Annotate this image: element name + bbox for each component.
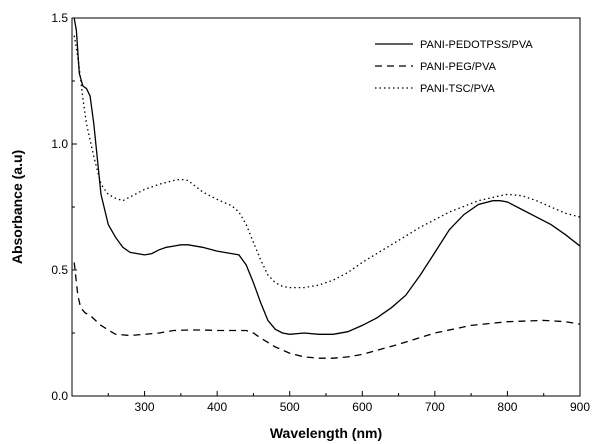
series-line-3 xyxy=(73,35,580,289)
y-tick-label: 0.5 xyxy=(51,263,68,277)
legend-label: PANI-TSC/PVA xyxy=(420,83,495,95)
series-line-2 xyxy=(73,262,580,359)
plot-frame xyxy=(71,17,581,397)
legend-label: PANI-PEG/PVA xyxy=(420,61,497,73)
x-tick-label: 600 xyxy=(352,400,372,414)
x-tick-label: 300 xyxy=(135,400,155,414)
x-tick-label: 500 xyxy=(280,400,300,414)
y-tick-label: 0.0 xyxy=(51,389,68,403)
series-layer xyxy=(73,18,580,359)
y-tick-label: 1.5 xyxy=(51,11,68,25)
x-tick-label: 800 xyxy=(497,400,517,414)
x-axis-title: Wavelength (nm) xyxy=(270,425,382,441)
x-tick-label: 700 xyxy=(425,400,445,414)
y-axis: 0.0 0.5 1.0 1.5 xyxy=(51,11,77,403)
series-line-1 xyxy=(73,18,580,335)
legend: PANI-PEDOTPSS/PVA PANI-PEG/PVA PANI-TSC/PV… xyxy=(375,39,533,95)
x-axis: 300 400 500 600 700 800 900 xyxy=(107,391,590,414)
y-tick-label: 1.0 xyxy=(51,137,68,151)
y-axis-title: Absorbance (a.u) xyxy=(9,150,25,264)
x-tick-label: 400 xyxy=(207,400,227,414)
legend-label: PANI-PEDOTPSS/PVA xyxy=(420,39,533,51)
x-tick-label: 900 xyxy=(570,400,590,414)
